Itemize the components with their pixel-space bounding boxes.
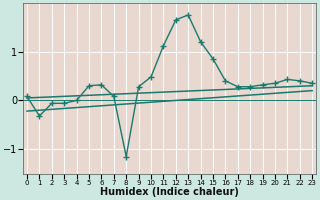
- X-axis label: Humidex (Indice chaleur): Humidex (Indice chaleur): [100, 187, 239, 197]
